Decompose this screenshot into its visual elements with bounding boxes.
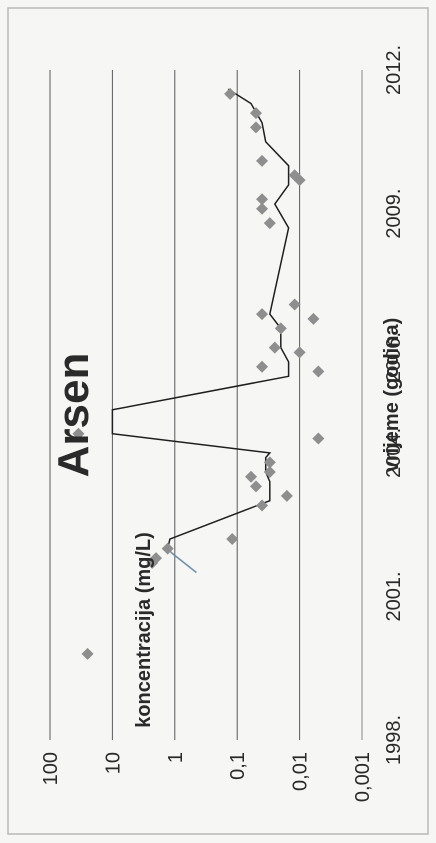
conc-tick-label: 1 (165, 752, 187, 763)
data-point (293, 346, 306, 359)
data-point (263, 466, 276, 478)
y-axis-title: koncentracija (mg/L) (133, 532, 155, 728)
data-point (150, 552, 163, 565)
data-point (81, 647, 94, 660)
series-line-2 (167, 548, 197, 574)
data-point (161, 542, 174, 555)
data-point (263, 456, 276, 469)
y-axis-title-group: koncentracija (mg/L) (133, 532, 155, 728)
year-tick-group: 2006. (383, 332, 405, 382)
data-point (280, 489, 293, 502)
data-point (249, 107, 262, 120)
data-point (312, 365, 325, 378)
data-point (312, 432, 325, 445)
conc-tick-label: 0,01 (290, 752, 312, 791)
data-point (288, 298, 301, 311)
conc-tick-group: 0,001 (352, 752, 374, 802)
conc-tick-label: 0,1 (227, 752, 249, 780)
series-line-1 (111, 88, 290, 549)
data-point (256, 360, 269, 373)
year-tick-group: 2012. (383, 45, 405, 95)
x-axis-title: vrijeme (godina) (381, 318, 403, 472)
year-tick-group: 2009. (383, 189, 405, 239)
data-point (249, 121, 262, 134)
year-tick-label: 2006. (383, 332, 405, 382)
data-point (288, 169, 301, 182)
conc-tick-group: 100 (40, 752, 62, 785)
data-point (256, 499, 269, 512)
chart-title-group: Arsen (49, 353, 98, 478)
conc-tick-label: 10 (102, 752, 124, 774)
data-point (256, 193, 269, 206)
x-axis-title-group: vrijeme (godina) (381, 318, 403, 472)
year-tick-group: 2001. (383, 571, 405, 621)
data-point (263, 217, 276, 230)
tick-labels: 100 10 1 0,1 0,01 0,001 1998. 2001. 2004. 2006. 20… (40, 45, 405, 802)
data-point (274, 322, 287, 335)
data-point (256, 154, 269, 167)
data-point (245, 470, 258, 483)
year-tick-group: 1998. (383, 715, 405, 765)
data-series (72, 87, 325, 660)
chart-title: Arsen (49, 353, 98, 478)
data-point (268, 341, 281, 354)
conc-tick-label: 100 (40, 752, 62, 785)
data-point (72, 427, 85, 440)
chart-border (7, 7, 429, 835)
year-tick-label: 2012. (383, 45, 405, 95)
data-point (226, 533, 239, 545)
data-point (307, 312, 320, 325)
data-point (256, 202, 269, 215)
conc-tick-label: 0,001 (352, 752, 374, 802)
conc-tick-group: 0,01 (290, 752, 312, 791)
conc-tick-group: 0,1 (227, 752, 249, 780)
year-tick-group: 2004. (383, 428, 405, 478)
year-tick-label: 2009. (383, 189, 405, 239)
data-point (256, 308, 269, 321)
data-point (224, 87, 237, 100)
year-tick-label: 1998. (383, 715, 405, 765)
conc-tick-group: 1 (165, 752, 187, 763)
year-tick-label: 2004. (383, 428, 405, 478)
year-tick-label: 2001. (383, 571, 405, 621)
data-point (249, 480, 262, 493)
conc-tick-group: 10 (102, 752, 124, 774)
